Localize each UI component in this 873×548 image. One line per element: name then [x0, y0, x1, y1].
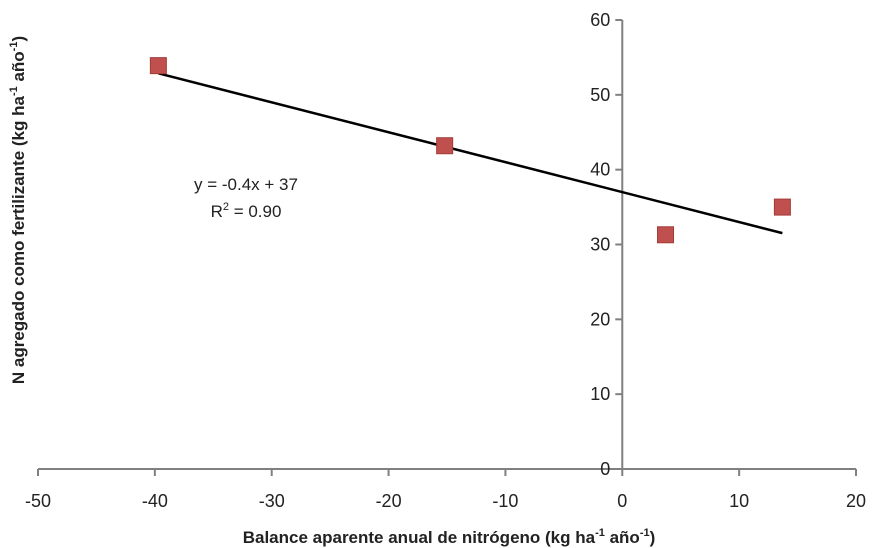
data-point	[657, 226, 675, 244]
data-point	[149, 57, 167, 75]
y-tick-label: 60	[590, 10, 610, 30]
axes	[38, 20, 856, 470]
y-tick-label: 40	[590, 160, 610, 180]
y-tick-label: 10	[590, 384, 610, 404]
data-points	[149, 57, 791, 244]
x-tick-label: -40	[142, 491, 168, 511]
y-tick-label: 20	[590, 309, 610, 329]
x-axis-title: Balance aparente anual de nitrógeno (kg …	[243, 527, 656, 547]
y-tick-label: 50	[590, 85, 610, 105]
y-axis-title: N agregado como fertilizante (kg ha-1 añ…	[8, 36, 28, 384]
x-tick-label: 10	[729, 491, 749, 511]
trendline	[158, 72, 783, 235]
y-axis-ticks: 0 10 20 30 40 50 60	[590, 10, 623, 479]
trendline-equation: y = -0.4x + 37	[194, 175, 298, 194]
x-tick-label: -30	[259, 491, 285, 511]
y-tick-label: 0	[600, 459, 610, 479]
x-tick-label: 0	[617, 491, 627, 511]
x-tick-label: -10	[492, 491, 518, 511]
r-squared-superscript: 2	[223, 201, 229, 213]
trendline-group	[158, 72, 783, 235]
x-tick-label: 20	[846, 491, 866, 511]
x-tick-label: -20	[376, 491, 402, 511]
x-axis-ticks: -50 -40 -30 -20 -10 0 10 20	[25, 469, 866, 511]
trendline-r-squared: R2 = 0.90	[211, 201, 282, 221]
data-point	[773, 198, 791, 216]
x-tick-label: -50	[25, 491, 51, 511]
y-tick-label: 30	[590, 235, 610, 255]
data-point	[436, 137, 454, 155]
